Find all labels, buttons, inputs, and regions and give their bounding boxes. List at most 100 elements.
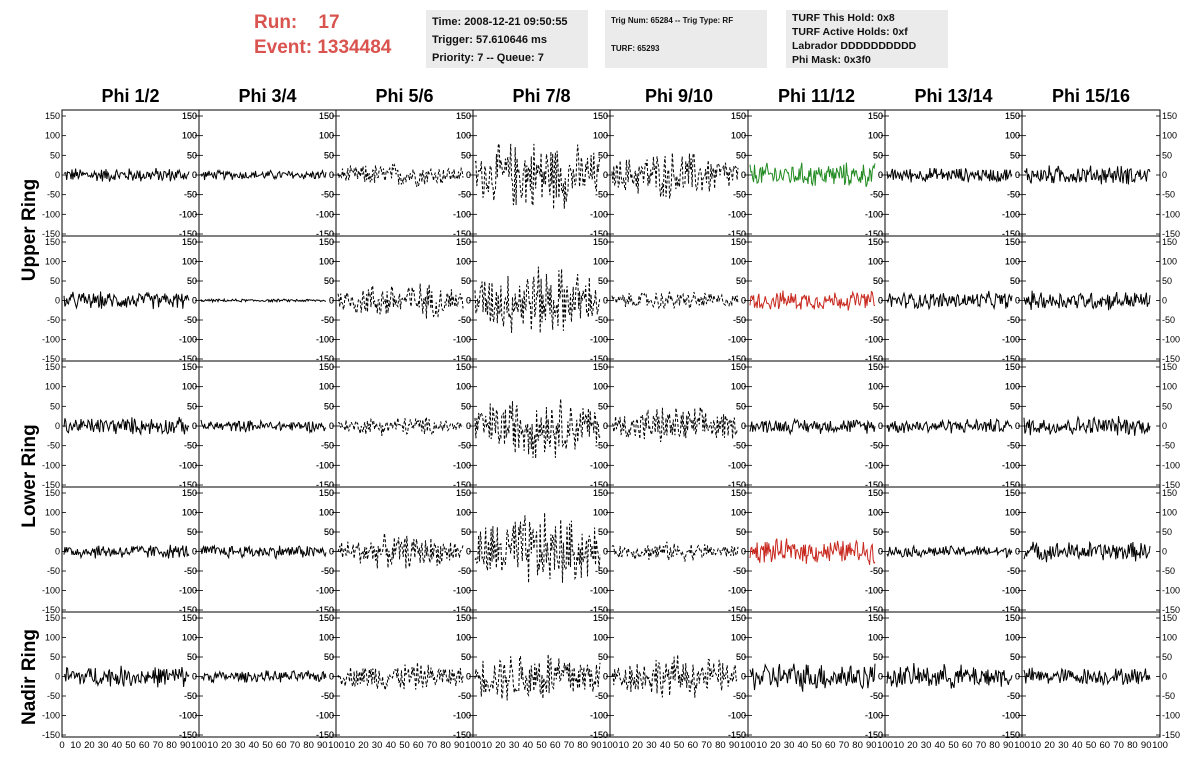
y-tick-label: 100: [182, 131, 197, 141]
x-tick-label: 10: [1031, 740, 1042, 751]
y-tick-label: -50: [1007, 691, 1020, 701]
y-tick-label: 100: [868, 508, 883, 518]
y-tick-label: 50: [873, 150, 883, 160]
y-tick-label: -50: [733, 190, 746, 200]
y-tick-label: 100: [319, 382, 334, 392]
y-tick-label: -150: [453, 730, 471, 740]
y-tick-label: 50: [461, 150, 471, 160]
y-tick-label: -50: [321, 441, 334, 451]
y-tick-label: -150: [1002, 480, 1020, 490]
y-tick-label: 100: [456, 257, 471, 267]
y-tick-label: -50: [184, 566, 197, 576]
y-tick-label: -150: [865, 354, 883, 364]
y-tick-label: 0: [192, 296, 197, 306]
event-row: Event: 1334484: [254, 35, 391, 60]
y-tick-label: 150: [319, 488, 334, 498]
y-tick-label: 100: [182, 131, 197, 141]
y-tick-label: -100: [590, 335, 608, 345]
y-tick-label: 50: [736, 276, 746, 286]
y-tick-label: -50: [595, 691, 608, 701]
y-tick-label: 0: [603, 170, 608, 180]
y-tick-label: 150: [1005, 237, 1020, 247]
panel-frame: [747, 611, 886, 738]
y-tick-label: 150: [593, 111, 608, 121]
y-tick-label: 100: [456, 131, 471, 141]
x-tick-label: 100: [1014, 740, 1030, 751]
y-tick-label: -150: [1162, 605, 1180, 615]
y-tick-label: 50: [736, 527, 746, 537]
y-tick-label: 100: [319, 508, 334, 518]
y-tick-label: 100: [593, 131, 608, 141]
y-tick-label: 50: [598, 527, 608, 537]
y-tick-label: 50: [187, 401, 197, 411]
y-tick-label: 150: [182, 111, 197, 121]
y-tick-label: -100: [728, 460, 746, 470]
waveform-trace: [749, 290, 876, 311]
y-tick-label: 50: [187, 276, 197, 286]
phi-header-6: Phi 11/12: [777, 86, 856, 106]
y-tick-label: 50: [598, 150, 608, 160]
time-info-box: Time: 2008-12-21 09:50:55 Trigger: 57.61…: [426, 10, 588, 68]
y-tick-label: -50: [733, 315, 746, 325]
y-tick-label: 50: [1010, 150, 1020, 160]
y-tick-label: 0: [329, 421, 334, 431]
y-tick-label: -150: [728, 480, 746, 490]
y-tick-label: 0: [878, 296, 883, 306]
x-tick-label: 70: [701, 740, 712, 751]
y-tick-label: 100: [593, 257, 608, 267]
y-tick-label: 0: [1162, 170, 1167, 180]
y-tick-label: -100: [865, 335, 883, 345]
y-tick-label: -150: [453, 730, 471, 740]
y-tick-label: -50: [458, 315, 471, 325]
y-tick-label: 0: [603, 547, 608, 557]
waveform-trace: [1023, 667, 1151, 687]
x-tick-label: 20: [907, 740, 918, 751]
y-tick-label: -100: [590, 460, 608, 470]
y-tick-label: 0: [192, 672, 197, 682]
waveform-trace: [474, 654, 601, 701]
y-tick-label: 50: [1010, 527, 1020, 537]
y-tick-label: -50: [458, 566, 471, 576]
y-tick-label: -100: [728, 209, 746, 219]
y-tick-label: 50: [461, 150, 471, 160]
y-tick-label: -100: [865, 586, 883, 596]
y-tick-label: 50: [187, 527, 197, 537]
y-tick-label: -50: [870, 315, 883, 325]
y-tick-label: 0: [878, 170, 883, 180]
y-tick-label: 50: [461, 276, 471, 286]
y-tick-label: 150: [868, 488, 883, 498]
y-tick-label: 0: [741, 672, 746, 682]
y-tick-label: 100: [182, 382, 197, 392]
y-tick-label: 50: [324, 401, 334, 411]
x-tick-label: 40: [935, 740, 946, 751]
y-tick-label: 50: [324, 150, 334, 160]
y-tick-label: 150: [182, 362, 197, 372]
y-tick-label: -50: [1007, 315, 1020, 325]
y-tick-label: -50: [595, 566, 608, 576]
waveform-trace: [749, 538, 876, 565]
y-tick-label: 150: [456, 362, 471, 372]
y-tick-label: 50: [50, 527, 60, 537]
y-tick-label: 50: [873, 527, 883, 537]
x-tick-label: 90: [317, 740, 328, 751]
y-tick-label: -100: [453, 711, 471, 721]
y-tick-label: 150: [1162, 362, 1177, 372]
phi-mask-line: Phi Mask: 0x3f0: [792, 54, 871, 66]
y-tick-label: -100: [179, 711, 197, 721]
y-tick-label: -50: [184, 441, 197, 451]
waveform-trace: [611, 406, 739, 443]
x-tick-label: 100: [740, 740, 756, 751]
y-tick-label: 0: [329, 170, 334, 180]
y-tick-label: -100: [1002, 711, 1020, 721]
y-tick-label: -150: [316, 354, 334, 364]
x-tick-label: 10: [893, 740, 904, 751]
y-tick-label: 100: [456, 382, 471, 392]
y-tick-label: -150: [728, 229, 746, 239]
y-tick-label: 100: [593, 382, 608, 392]
labrador-line: Labrador DDDDDDDDDD: [792, 40, 917, 52]
y-tick-label: -150: [316, 354, 334, 364]
y-tick-label: 50: [873, 401, 883, 411]
y-tick-label: 0: [741, 296, 746, 306]
waveform-trace: [886, 290, 1013, 311]
x-tick-label: 60: [1100, 740, 1111, 751]
